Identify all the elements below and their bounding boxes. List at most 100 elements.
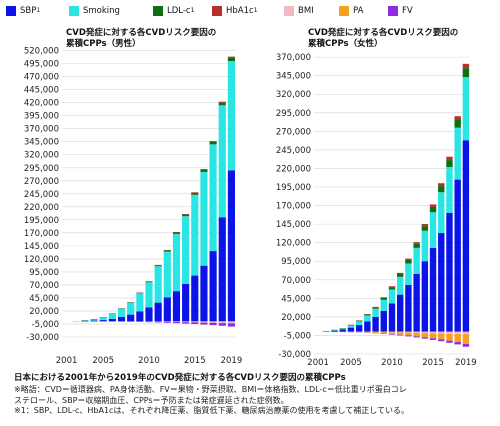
bar-segment-sbp-2015 (191, 275, 199, 322)
y-tick-label: 195,000 (24, 216, 59, 226)
legend-item-pa: PA (339, 6, 363, 16)
y-tick-label: 120,000 (24, 255, 59, 265)
bar-segment-bmi-2018 (218, 321, 226, 323)
bar-segment-fv-2016 (200, 322, 208, 325)
bar-segment-smoking-2011 (154, 266, 162, 303)
bar-segment-smoking-2016 (438, 192, 445, 234)
bar-segment-smoking-2012 (405, 263, 412, 285)
bar-segment-sbp-2014 (421, 261, 429, 332)
chart-legend: SBP 1 Smoking LDL-c 1 HbA1c 1 BMI PA FV (6, 4, 496, 22)
y-tick-label: 45,000 (29, 294, 59, 304)
bar-segment-hba1c-2009 (380, 297, 387, 298)
bar-segment-sbp-2005 (99, 320, 107, 322)
bar-segment-fv-2012 (163, 321, 171, 323)
y-tick-label: 345,000 (276, 72, 311, 82)
bar-segment-ldl-c-2017 (446, 160, 453, 167)
bar-segment-smoking-2006 (355, 321, 363, 326)
bar-segment-sbp-2004 (339, 329, 346, 332)
bar-segment-sbp-2004 (90, 320, 98, 322)
bar-segment-sbp-2011 (154, 302, 162, 322)
bar-segment-smoking-2014 (182, 216, 190, 284)
bar-segment-sbp-2008 (127, 314, 135, 322)
y-tick-label: 220,000 (24, 203, 59, 213)
x-tick-label: 2005 (340, 358, 362, 368)
y-tick-label: -30,000 (26, 333, 59, 343)
chart-title-line: 累積CPPs（女性） (308, 38, 383, 49)
x-tick-label: 2005 (92, 356, 114, 366)
bar-segment-smoking-2009 (380, 299, 387, 311)
y-tick-label: 495,000 (24, 60, 59, 70)
x-tick-label: 2019 (455, 358, 477, 368)
bar-segment-ldl-c-2019 (462, 68, 470, 78)
y-tick-label: 245,000 (276, 146, 311, 156)
x-tick-label: 2015 (184, 356, 206, 366)
bar-segment-smoking-2016 (200, 171, 208, 266)
bar-segment-hba1c-2017 (446, 156, 453, 161)
bar-segment-hba1c-2010 (388, 286, 396, 288)
bar-segment-smoking-2014 (421, 230, 429, 262)
bar-segment-fv-2010 (388, 334, 396, 335)
bar-segment-ldl-c-2018 (454, 119, 461, 128)
x-tick-label: 2010 (138, 356, 160, 366)
bar-segment-pa-2011 (397, 332, 404, 335)
bar-segment-pa-2010 (388, 332, 396, 335)
bar-segment-pa-2015 (429, 333, 437, 339)
bar-segment-ldl-c-2006 (355, 320, 363, 322)
caption-title: 日本における2001年から2019年のCVD発症に対する各CVDリスク要因の累積… (14, 373, 346, 383)
bar-segment-fv-2010 (145, 321, 153, 323)
bar-segment-fv-2012 (405, 335, 412, 337)
bar-segment-fv-2019 (462, 344, 470, 347)
bar-segment-ldl-c-2014 (421, 226, 429, 231)
bar-segment-ldl-c-2009 (380, 297, 387, 300)
legend-item-hba1c: HbA1c 1 (212, 6, 258, 16)
bar-segment-smoking-2012 (163, 251, 171, 298)
bar-segment-hba1c-2016 (438, 183, 445, 187)
bar-segment-bmi-2012 (405, 331, 412, 333)
legend-label: BMI (298, 6, 314, 16)
bar-segment-bmi-2014 (421, 331, 429, 334)
bar-segment-bmi-2014 (182, 321, 190, 323)
bar-segment-hba1c-2019 (227, 56, 235, 58)
y-tick-label: -5,000 (32, 320, 59, 330)
bar-segment-sbp-2018 (218, 217, 226, 322)
legend-swatch (284, 6, 294, 16)
bar-segment-sbp-2005 (347, 327, 355, 332)
y-tick-label: 95,000 (29, 268, 59, 278)
bar-segment-pa-2016 (438, 333, 445, 340)
x-tick-label: 2015 (422, 358, 444, 368)
bar-segment-ldl-c-2012 (163, 250, 171, 252)
bar-segment-smoking-2008 (127, 302, 135, 315)
bar-segment-bmi-2015 (429, 331, 437, 334)
bar-segment-fv-2018 (218, 323, 226, 326)
bar-segment-sbp-2016 (200, 265, 208, 322)
bar-segment-pa-2012 (405, 332, 412, 336)
y-tick-label: 395,000 (24, 112, 59, 122)
bar-segment-fv-2019 (227, 323, 235, 327)
x-tick-label: 2001 (56, 356, 78, 366)
bar-segment-sbp-2014 (182, 283, 190, 322)
bar-segment-smoking-2009 (136, 293, 144, 312)
bar-segment-bmi-2019 (462, 331, 470, 335)
bar-segment-hba1c-2015 (429, 204, 437, 207)
bar-segment-pa-2008 (372, 332, 379, 333)
bar-segment-smoking-2015 (191, 194, 199, 276)
y-tick-label: 120,000 (276, 239, 311, 249)
x-tick-label: 2001 (307, 358, 329, 368)
legend-item-fv: FV (388, 6, 413, 16)
y-tick-label: 145,000 (276, 220, 311, 230)
bar-segment-pa-2009 (380, 332, 387, 334)
figure-caption: 日本における2001年から2019年のCVD発症に対する各CVDリスク要因の累積… (14, 373, 496, 417)
bar-segment-smoking-2005 (99, 317, 107, 321)
bar-segment-smoking-2011 (397, 276, 404, 295)
bar-segment-bmi-2016 (438, 331, 445, 334)
bar-segment-smoking-2017 (209, 144, 217, 252)
y-tick-label: 170,000 (276, 202, 311, 212)
bar-segment-sbp-2017 (446, 212, 453, 332)
bar-segment-pa-2019 (462, 334, 470, 345)
bar-segment-smoking-2019 (227, 61, 235, 171)
bar-segment-hba1c-2018 (218, 101, 226, 103)
bar-segment-smoking-2007 (117, 308, 126, 317)
y-tick-label: 295,000 (276, 109, 311, 119)
bar-segment-sbp-2013 (172, 291, 181, 322)
bar-segment-fv-2015 (429, 338, 437, 340)
